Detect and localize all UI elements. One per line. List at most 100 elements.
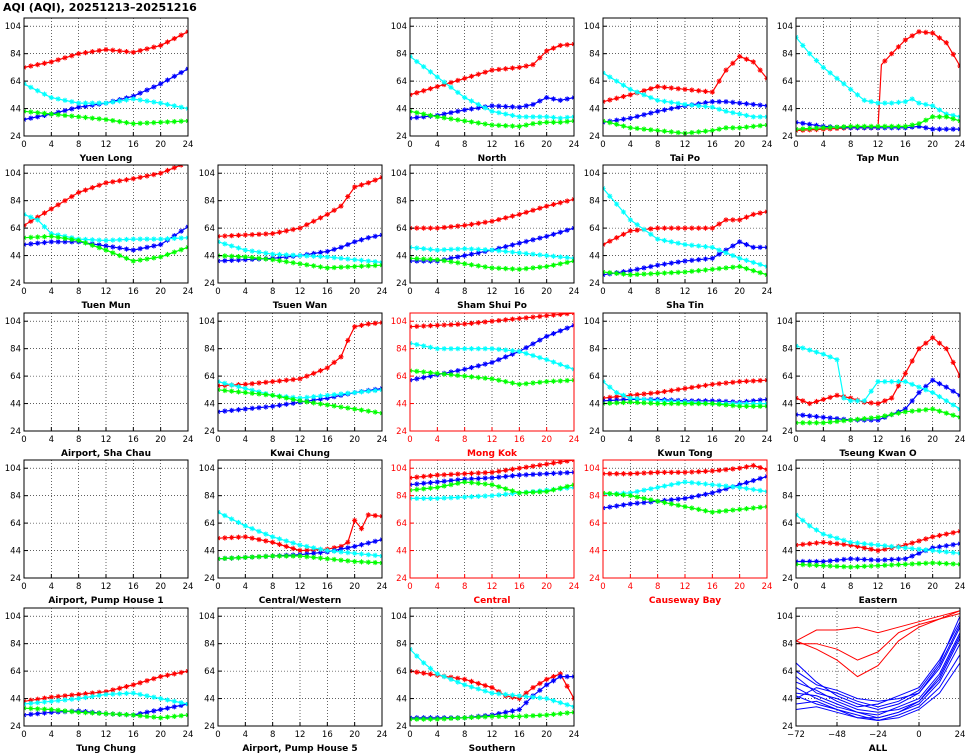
data-point-green (564, 259, 570, 266)
data-point-blue (827, 415, 833, 421)
series-line-blue (410, 675, 574, 719)
data-point-blue (523, 700, 529, 706)
data-point-cyan (834, 75, 840, 81)
tick-label-x: 12 (295, 582, 306, 592)
tick-label-y: 104 (199, 464, 215, 474)
data-point-red (943, 531, 949, 537)
data-point-green (889, 562, 895, 568)
data-point-red (372, 177, 378, 183)
data-point-cyan (834, 357, 840, 363)
data-point-blue (421, 114, 427, 120)
data-point-green (614, 491, 620, 497)
data-point-green (627, 272, 633, 278)
data-point-red (352, 324, 358, 330)
data-point-green (675, 502, 681, 508)
data-point-green (709, 509, 715, 515)
data-point-red (668, 85, 674, 91)
data-point-green (807, 420, 813, 426)
data-point-green (82, 710, 89, 716)
data-point-cyan (235, 384, 242, 390)
data-point-cyan (537, 695, 543, 701)
data-point-red (365, 321, 371, 327)
data-point-green (414, 486, 420, 493)
data-point-blue (151, 84, 157, 90)
data-point-green (35, 706, 41, 712)
series-line-red (796, 613, 960, 678)
data-point-green (311, 554, 317, 561)
data-point-green (317, 401, 324, 407)
data-point-red (841, 541, 847, 547)
data-point-green (923, 117, 929, 123)
data-point-red (641, 470, 647, 476)
data-point-blue (263, 404, 269, 410)
panel-title: Mong Kok (467, 449, 518, 459)
series-group (410, 646, 574, 722)
series-group (24, 165, 188, 264)
data-point-cyan (530, 352, 536, 359)
data-point-green (882, 123, 888, 129)
tick-label-x: 24 (377, 435, 388, 445)
data-point-red (297, 547, 303, 554)
data-point-green (462, 118, 468, 124)
data-point-red (702, 88, 709, 95)
data-point-green (716, 126, 722, 132)
data-point-blue (820, 414, 826, 420)
data-point-green (297, 398, 303, 404)
data-point-cyan (813, 527, 820, 533)
data-point-green (421, 111, 427, 117)
data-point-red (916, 29, 922, 35)
data-point-red (716, 381, 722, 387)
data-point-red (489, 684, 495, 691)
panel-title: Central (473, 596, 510, 606)
data-point-red (730, 217, 736, 223)
tick-label-y: 104 (5, 22, 21, 32)
data-point-cyan (557, 115, 563, 121)
data-point-cyan (943, 398, 949, 404)
data-point-green (648, 127, 654, 133)
data-point-blue (807, 413, 813, 419)
data-point-green (427, 716, 434, 722)
data-point-cyan (489, 108, 495, 114)
data-point-green (242, 389, 248, 396)
tick-label-x: 16 (900, 140, 911, 150)
data-point-cyan (648, 486, 654, 492)
data-point-green (352, 263, 358, 270)
data-point-green (737, 506, 743, 512)
data-point-blue (358, 542, 365, 548)
data-point-blue (96, 242, 102, 248)
data-point-red (950, 530, 956, 536)
data-point-red (737, 379, 743, 385)
data-point-blue (875, 417, 881, 423)
data-point-green (509, 713, 516, 719)
data-point-green (137, 713, 143, 719)
data-point-green (468, 262, 475, 268)
page-title: AQI (AQI), 20251213–20251216 (3, 1, 197, 14)
data-point-cyan (414, 495, 420, 502)
data-point-red (178, 32, 184, 38)
tick-label-x: −72 (787, 730, 805, 740)
tick-label-y: 64 (396, 372, 407, 382)
data-point-blue (482, 475, 488, 481)
data-point-green (62, 235, 68, 242)
data-point-green (730, 125, 736, 131)
data-point-green (523, 489, 529, 496)
tick-label-x: 12 (295, 287, 306, 297)
tick-label-y: 24 (782, 722, 793, 732)
data-point-red (641, 88, 647, 94)
tick-label-x: 16 (322, 582, 333, 592)
data-point-green (171, 118, 177, 125)
data-point-blue (62, 239, 68, 245)
data-point-blue (171, 704, 177, 710)
data-point-cyan (550, 359, 557, 365)
data-point-cyan (889, 379, 895, 385)
data-point-red (848, 395, 854, 401)
data-point-green (117, 711, 123, 717)
data-point-cyan (475, 493, 481, 499)
data-point-cyan (365, 258, 371, 264)
data-point-cyan (475, 246, 481, 252)
tick-label-x: 0 (793, 140, 798, 150)
data-point-cyan (943, 111, 949, 117)
tick-label-y: 44 (396, 695, 407, 705)
data-point-cyan (820, 64, 826, 70)
